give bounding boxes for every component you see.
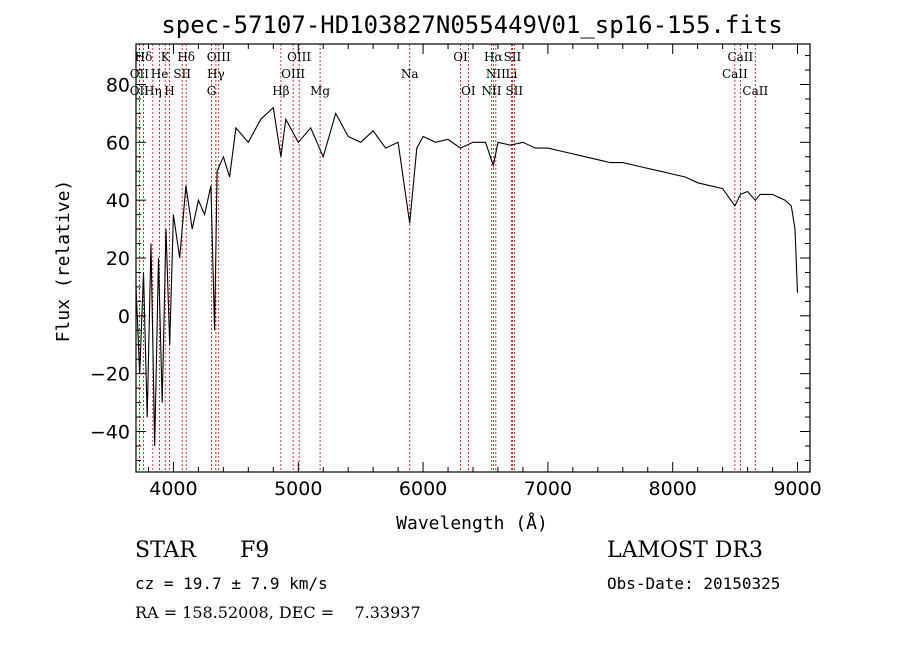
line-marker-label-11: SII [173,67,191,81]
x-tick-label-4: 8000 [649,478,697,500]
y-tick-label-4: 40 [106,190,130,212]
plot-frame [135,43,811,473]
line-marker-label-19: Hη [144,84,162,98]
line-marker-label-14: Na [401,67,419,81]
line-marker-label-25: NII [481,84,501,98]
line-marker-label-2: Hδ [177,50,195,64]
line-marker-label-20: H [164,84,174,98]
x-tick-label-3: 7000 [524,478,572,500]
chart-title: spec-57107-HD103827N055449V01_sp16-155.f… [161,11,782,39]
spectral-line-markers [138,44,756,472]
line-marker-label-12: Hγ [207,67,225,81]
line-marker-label-15: NII [486,67,506,81]
y-tick-label-6: 80 [106,74,130,96]
line-marker-label-7: SII [504,50,522,64]
line-marker-label-18: OII [130,84,150,98]
x-tick-label-2: 6000 [399,478,447,500]
x-axis-ticks: 4000 5000 6000 7000 8000 9000 [147,44,822,500]
line-marker-label-26: SII [505,84,523,98]
line-marker-label-17: CaII [722,67,748,81]
y-tick-label-0: −40 [90,422,130,444]
redshift-cz: cz = 19.7 ± 7.9 km/s [135,574,328,593]
x-tick-label-5: 9000 [773,478,821,500]
line-marker-label-10: He [151,67,169,81]
line-marker-label-27: CaII [742,84,768,98]
line-marker-label-6: Hα [484,50,503,64]
y-tick-label-2: 0 [118,306,130,328]
x-tick-label-0: 4000 [149,478,197,500]
line-marker-label-5: OI [453,50,468,64]
line-marker-label-1: K [161,50,171,64]
line-marker-label-13: OIII [281,67,305,81]
line-marker-label-4: OIII [287,50,311,64]
observation-date: Obs-Date: 20150325 [607,574,781,593]
y-axis-ticks: −40 −20 0 20 40 60 80 [90,55,810,461]
line-marker-label-24: OI [461,84,476,98]
line-marker-label-8: CaII [727,50,753,64]
x-axis-label: Wavelength (Å) [396,512,548,534]
line-marker-label-9: OII [130,67,150,81]
y-tick-label-1: −20 [90,364,130,386]
x-tick-label-1: 5000 [274,478,322,500]
line-marker-label-3: OIII [207,50,231,64]
y-axis-label: Flux (relative) [53,180,74,343]
line-marker-label-22: Hβ [272,84,289,98]
line-marker-label-0: Hδ [135,50,153,64]
line-marker-label-21: G [207,84,217,98]
object-class: STAR [135,538,196,563]
y-tick-label-5: 60 [106,132,130,154]
survey-name: LAMOST DR3 [607,538,763,563]
coordinates: RA = 158.52008, DEC = 7.33937 [135,603,421,622]
line-marker-label-16: Li [506,67,518,81]
line-marker-label-23: Mg [310,84,330,98]
spectrum-line [135,106,799,447]
object-subclass: F9 [240,538,270,563]
y-tick-label-3: 20 [106,248,130,270]
